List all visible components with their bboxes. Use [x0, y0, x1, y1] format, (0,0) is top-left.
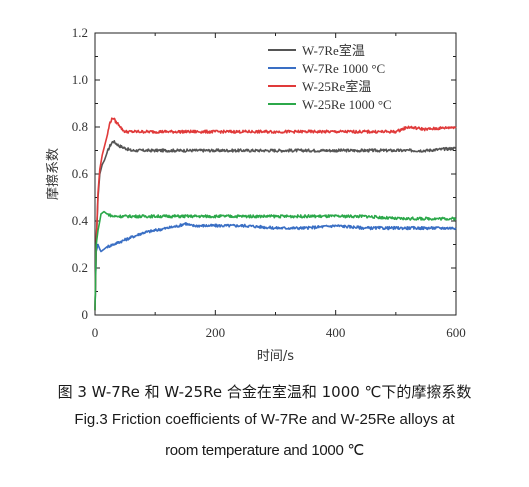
series-line [94, 140, 457, 311]
y-tick-label: 0.2 [72, 260, 88, 275]
x-tick-label: 0 [92, 325, 99, 340]
series-line [94, 117, 457, 311]
y-tick-label: 1.0 [72, 72, 88, 87]
y-tick-label: 0 [82, 307, 89, 322]
x-tick-label: 600 [446, 325, 466, 340]
y-axis-label: 摩擦系数 [45, 148, 61, 200]
y-tick-label: 0.4 [72, 213, 89, 228]
figure-caption-en-line1: Fig.3 Friction coefficients of W-7Re and… [74, 411, 455, 428]
series-line [94, 222, 457, 311]
y-tick-label: 0.6 [72, 166, 89, 181]
legend-label: W-7Re 1000 °C [302, 61, 385, 76]
friction-chart: 0 0.2 0.4 0.6 0.8 1.0 1.2 0 200 400 600 时间/s 摩擦系数 W-7… [45, 25, 466, 364]
y-tick-label: 1.2 [72, 25, 88, 40]
legend-label: W-25Re 1000 °C [302, 97, 392, 112]
y-tick-label: 0.8 [72, 119, 88, 134]
legend-label: W-7Re室温 [302, 43, 365, 58]
legend-label: W-25Re室温 [302, 79, 371, 94]
x-axis-label: 时间/s [257, 349, 294, 364]
figure-caption-en-line2: room temperature and 1000 ℃ [165, 442, 364, 459]
x-tick-label: 200 [206, 325, 226, 340]
chart-svg: 0 0.2 0.4 0.6 0.8 1.0 1.2 0 200 400 600 时间/s 摩擦系数 W-7… [45, 25, 466, 364]
x-tick-label: 400 [326, 325, 346, 340]
figure-caption-zh: 图 3 W-7Re 和 W-25Re 合金在室温和 1000 ℃下的摩擦系数 [57, 383, 472, 401]
plot-frame [94, 32, 457, 316]
series-line [94, 210, 457, 311]
